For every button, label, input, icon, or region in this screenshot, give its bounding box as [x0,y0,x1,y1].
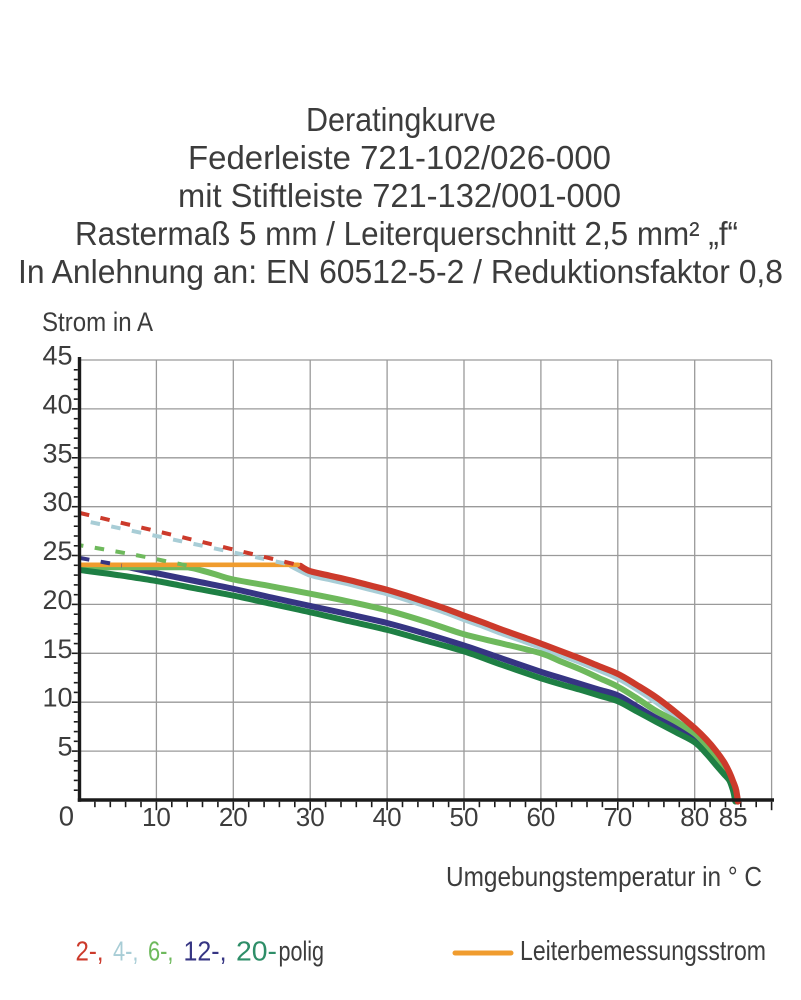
svg-text:Leiterbemessungsstrom: Leiterbemessungsstrom [520,935,766,966]
svg-text:polig: polig [279,936,325,967]
svg-text:2-,: 2-, [76,936,104,967]
svg-text:40: 40 [373,802,402,832]
svg-text:12-,: 12-, [184,936,227,967]
svg-text:50: 50 [450,802,479,832]
svg-text:10: 10 [42,683,72,713]
svg-text:5: 5 [57,732,72,762]
svg-text:Strom in A: Strom in A [42,307,153,337]
svg-text:60: 60 [526,802,555,832]
svg-text:20-: 20- [236,936,277,967]
svg-text:In Anlehnung an: EN 60512-5-2: In Anlehnung an: EN 60512-5-2 / Reduktio… [18,253,783,290]
svg-text:80: 80 [680,802,709,832]
svg-text:0: 0 [59,801,74,832]
svg-text:4-,: 4-, [113,936,139,967]
svg-text:20: 20 [42,585,72,615]
svg-text:30: 30 [296,802,325,832]
svg-text:Federleiste 721-102/026-000: Federleiste 721-102/026-000 [188,139,611,176]
svg-text:Deratingkurve: Deratingkurve [306,101,496,138]
svg-text:15: 15 [42,634,72,664]
svg-text:70: 70 [603,802,632,832]
svg-text:45: 45 [42,340,72,370]
svg-text:6-,: 6-, [148,936,174,967]
svg-text:30: 30 [42,487,72,517]
svg-text:mit Stiftleiste 721-132/001-00: mit Stiftleiste 721-132/001-000 [178,177,621,214]
svg-text:Rastermaß 5 mm / Leiterquersch: Rastermaß 5 mm / Leiterquerschnitt 2,5 m… [75,215,738,252]
svg-text:10: 10 [142,802,171,832]
svg-text:Umgebungstemperatur in ° C: Umgebungstemperatur in ° C [446,861,762,892]
svg-text:85: 85 [719,802,748,832]
svg-text:35: 35 [42,438,72,468]
svg-text:25: 25 [42,536,72,566]
svg-text:20: 20 [219,802,248,832]
svg-text:40: 40 [42,389,72,419]
